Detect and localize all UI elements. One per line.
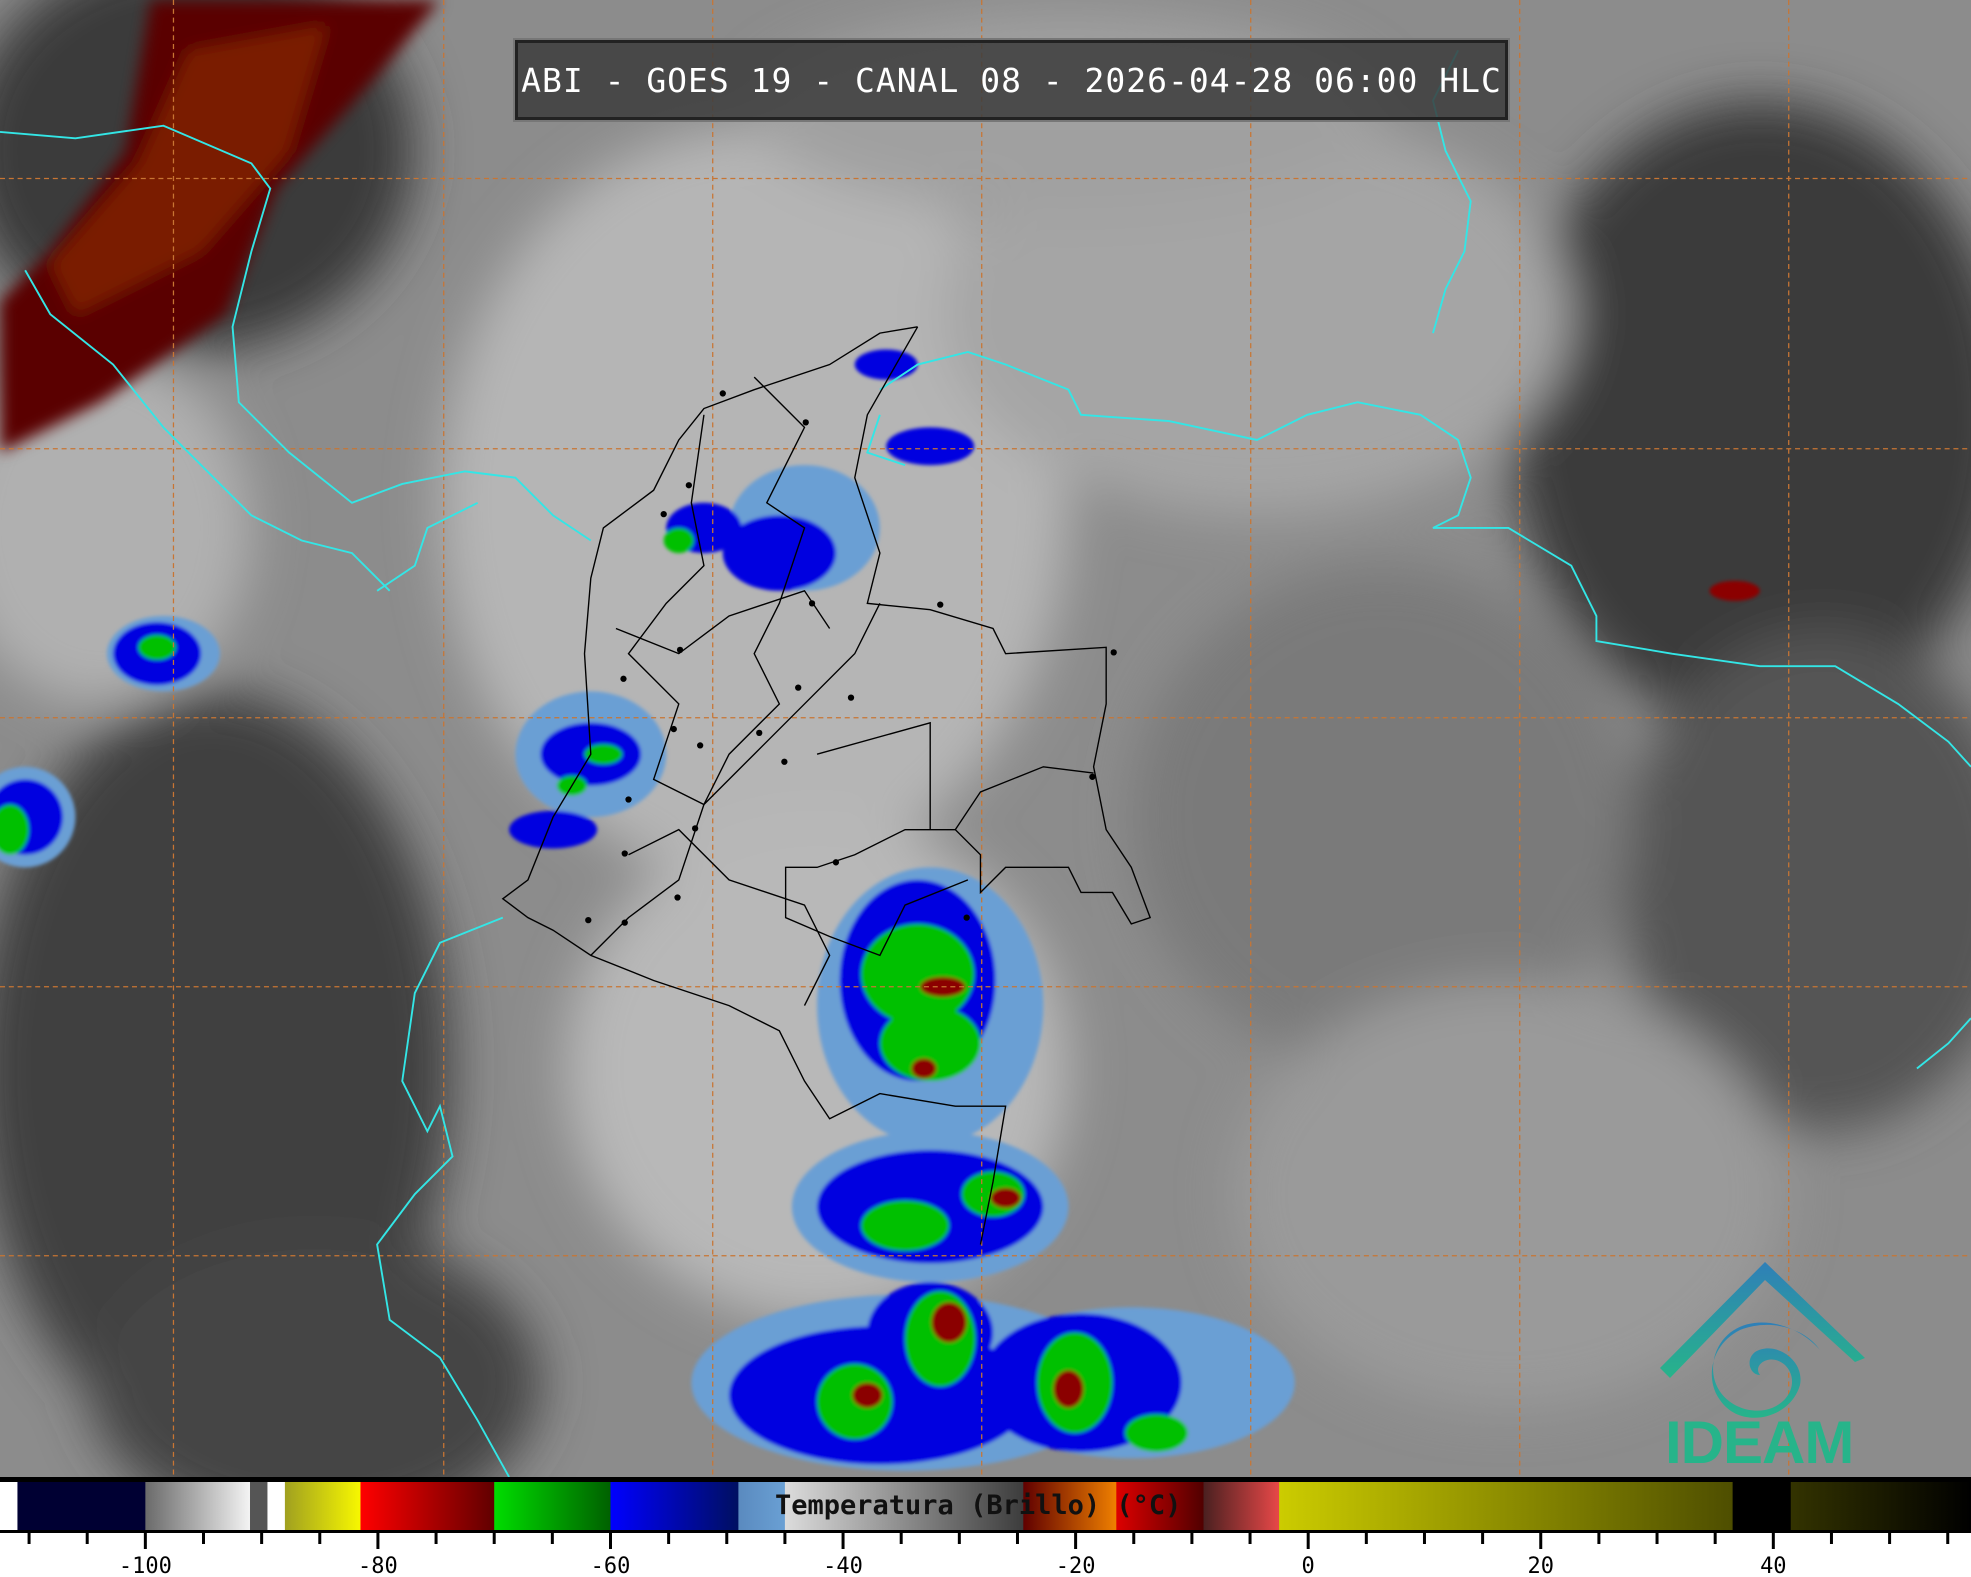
coastlines [0,49,1971,1478]
colorbar-tick-label: -60 [591,1554,631,1577]
colorbar-segment [1116,1482,1205,1530]
colorbar-tick-label: -40 [823,1554,863,1577]
colorbar-ticks: -100 -80 -60 -40 -20 0 20 40 [0,1533,1971,1577]
colorbar-tick-label: -80 [358,1554,398,1577]
colorbar-tick-label: 20 [1528,1554,1555,1577]
temperature-colorbar [0,1482,1971,1530]
satellite-image [0,0,1971,1534]
city-markers [585,390,1117,926]
colorbar-tick-label: -100 [119,1554,172,1577]
colorbar-segment [784,1482,1024,1530]
cold-cloud-tops-topleft [0,0,440,453]
colorbar-segment [0,1482,18,1530]
colorbar-segment [360,1482,495,1530]
colorbar-segment [17,1482,146,1530]
colorbar-segment [1203,1482,1280,1530]
image-title: ABI - GOES 19 - CANAL 08 - 2026-04-28 06… [521,60,1502,100]
colorbar-segment [494,1482,611,1530]
title-banner: ABI - GOES 19 - CANAL 08 - 2026-04-28 06… [515,40,1508,120]
colorbar-segment [145,1482,251,1530]
political-borders [501,326,1152,1245]
colorbar-segment [738,1482,786,1530]
satellite-imagery [0,0,1971,1534]
colorbar-tick-label: 0 [1302,1554,1315,1577]
ideam-logo [1660,1262,1865,1418]
colorbar-segment [1023,1482,1117,1530]
colorbar-segment [1732,1482,1792,1530]
convective-cells [0,349,1760,1471]
colorbar-tick-label: -20 [1056,1554,1096,1577]
colorbar-label: Temperatura (Brillo) (°C) [775,1490,1182,1521]
colorbar-segment [1790,1482,1971,1530]
colorbar-segment [1279,1482,1734,1530]
colorbar-segment [284,1482,361,1530]
colorbar-segment [250,1482,268,1530]
lat-lon-grid [0,0,1971,1477]
colorbar-segment [267,1482,286,1530]
colorbar-segment [610,1482,739,1530]
ideam-logo-text: IDEAM [1665,1409,1854,1476]
colorbar-tick-label: 40 [1760,1554,1787,1577]
